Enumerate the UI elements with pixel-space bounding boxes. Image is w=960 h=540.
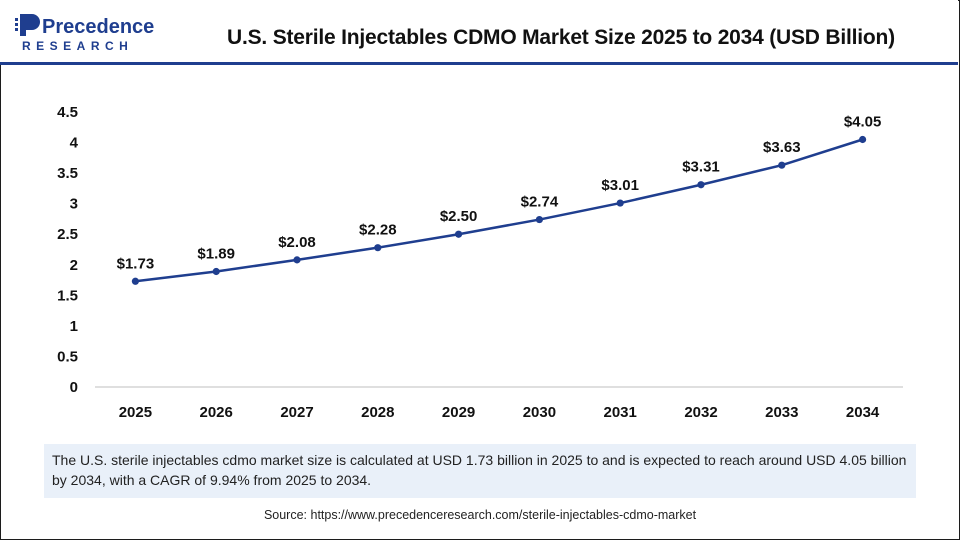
y-tick-label: 2 — [70, 257, 78, 274]
data-point — [131, 277, 139, 285]
y-tick-label: 4 — [70, 135, 79, 152]
x-tick-label: 2031 — [604, 404, 637, 421]
data-point — [293, 256, 301, 264]
data-point — [616, 199, 624, 207]
data-label: $3.63 — [763, 139, 801, 156]
data-label: $2.28 — [359, 222, 397, 239]
series-line — [135, 138, 863, 283]
data-point — [212, 267, 220, 276]
brand-logo: Precedence RESEARCH — [15, 14, 154, 53]
y-tick-label: 0.5 — [57, 348, 78, 365]
data-label: $4.05 — [844, 114, 882, 131]
data-label: $3.01 — [601, 177, 639, 194]
data-label: $3.31 — [682, 159, 720, 176]
y-tick-label: 4.5 — [57, 104, 78, 121]
y-tick-label: 2.5 — [57, 226, 78, 243]
summary-note: The U.S. sterile injectables cdmo market… — [44, 444, 916, 498]
x-tick-label: 2030 — [523, 404, 556, 421]
series-line-group: $1.73 $1.89 $2.08 $2.28 $2.50 $2.74 $3.01 $3.31… — [117, 114, 882, 285]
y-tick-label: 3 — [70, 196, 78, 213]
page-title: U.S. Sterile Injectables CDMO Market Siz… — [227, 26, 895, 49]
x-axis: 2025 2026 2027 2028 2029 2030 2031 2032 2033 2034 — [95, 386, 903, 421]
header: Precedence RESEARCH U.S. Sterile Injecta… — [0, 0, 958, 65]
x-tick-label: 2027 — [280, 404, 313, 421]
logo-submark: RESEARCH — [22, 39, 133, 53]
x-tick-label: 2026 — [200, 404, 233, 421]
logo-mark-icon — [15, 14, 40, 36]
chart-area: 0 0.5 1 1.5 2 2.5 3 3.5 4 4.5 2025 2026 2027 2028 202… — [0, 66, 958, 438]
logo-wordmark: Precedence — [42, 16, 154, 38]
data-label: $2.50 — [440, 208, 478, 225]
data-point — [535, 215, 544, 224]
data-point — [455, 230, 463, 238]
y-tick-label: 1.5 — [57, 287, 78, 304]
data-point — [697, 181, 705, 189]
line-chart: 00.511.522.533.544.5 2025 2026 2027 2028 202… — [57, 104, 903, 421]
x-tick-label: 2025 — [119, 404, 152, 421]
source-citation: Source: https://www.precedenceresearch.c… — [263, 508, 697, 522]
data-label: $1.73 — [117, 255, 155, 272]
data-point — [859, 135, 867, 144]
y-axis: 0 0.5 1 1.5 2 2.5 3 3.5 4 4.5 — [57, 104, 79, 396]
x-tick-label: 2033 — [765, 404, 798, 421]
x-tick-label: 2029 — [442, 404, 475, 421]
y-tick-label: 0 — [70, 379, 78, 396]
x-tick-label: 2032 — [684, 404, 717, 421]
y-tick-label: 1 — [70, 318, 78, 335]
data-point — [778, 161, 786, 169]
data-label: $2.08 — [278, 234, 316, 251]
data-label: $2.74 — [521, 194, 559, 211]
x-tick-label: 2034 — [846, 404, 880, 421]
y-tick-label: 3.5 — [57, 165, 78, 182]
x-tick-label: 2028 — [361, 404, 394, 421]
data-point — [374, 244, 382, 252]
data-label: $1.89 — [197, 246, 235, 263]
